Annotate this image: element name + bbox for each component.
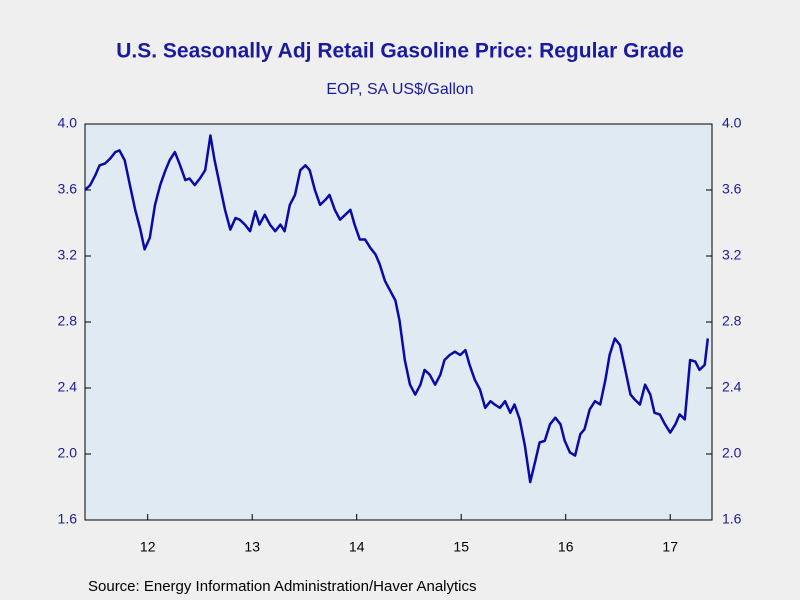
y2-tick-label: 3.6: [722, 181, 742, 197]
y-tick-label: 1.6: [58, 511, 78, 527]
source-note: Source: Energy Information Administratio…: [88, 578, 477, 595]
chart-subtitle: EOP, SA US$/Gallon: [326, 81, 473, 98]
y-tick-label: 2.0: [58, 445, 78, 461]
y-tick-label: 3.2: [58, 247, 78, 263]
y2-tick-label: 2.4: [722, 379, 742, 395]
x-tick-label: 12: [140, 539, 156, 555]
y-tick-label: 3.6: [58, 181, 78, 197]
chart-title: U.S. Seasonally Adj Retail Gasoline Pric…: [116, 40, 684, 63]
x-tick-label: 16: [558, 539, 574, 555]
y-tick-label: 4.0: [58, 115, 78, 131]
y2-tick-label: 2.8: [722, 313, 742, 329]
x-tick-label: 13: [244, 539, 260, 555]
x-tick-label: 14: [349, 539, 365, 555]
y-tick-label: 2.4: [58, 379, 78, 395]
price-line: [84, 134, 710, 484]
y2-tick-label: 3.2: [722, 247, 742, 263]
x-tick-label: 17: [662, 539, 678, 555]
y2-tick-label: 1.6: [722, 511, 742, 527]
y2-tick-label: 4.0: [722, 115, 742, 131]
x-tick-label: 15: [453, 539, 469, 555]
y-tick-label: 2.8: [58, 313, 78, 329]
y2-tick-label: 2.0: [722, 445, 742, 461]
